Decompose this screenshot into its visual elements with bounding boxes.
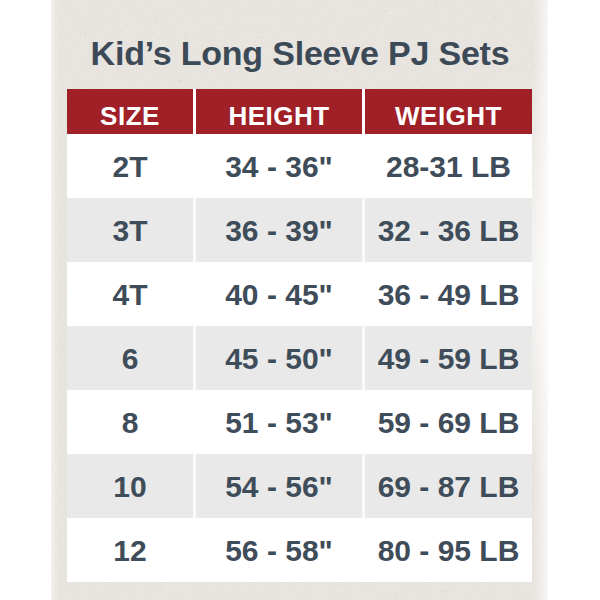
table-row: 2T 34 - 36" 28-31 LB	[67, 134, 532, 198]
size-cell: 6	[67, 326, 196, 390]
weight-cell: 49 - 59 LB	[365, 326, 532, 390]
table-row: 8 51 - 53" 59 - 69 LB	[67, 390, 532, 454]
table-row: 12 56 - 58" 80 - 95 LB	[67, 518, 532, 582]
size-cell: 12	[67, 518, 196, 582]
column-header-weight: WEIGHT	[365, 89, 532, 134]
weight-cell: 80 - 95 LB	[365, 518, 532, 582]
size-cell: 4T	[67, 262, 196, 326]
height-cell: 34 - 36"	[196, 134, 365, 198]
weight-cell: 32 - 36 LB	[365, 198, 532, 262]
height-cell: 40 - 45"	[196, 262, 365, 326]
column-header-size: SIZE	[67, 89, 196, 134]
size-cell: 3T	[67, 198, 196, 262]
weight-cell: 59 - 69 LB	[365, 390, 532, 454]
page-title: Kid’s Long Sleeve PJ Sets	[0, 36, 600, 70]
table-row: 6 45 - 50" 49 - 59 LB	[67, 326, 532, 390]
table-header-row: SIZE HEIGHT WEIGHT	[67, 89, 532, 134]
table-row: 3T 36 - 39" 32 - 36 LB	[67, 198, 532, 262]
table-row: 4T 40 - 45" 36 - 49 LB	[67, 262, 532, 326]
height-cell: 56 - 58"	[196, 518, 365, 582]
column-header-height: HEIGHT	[196, 89, 365, 134]
table-row: 10 54 - 56" 69 - 87 LB	[67, 454, 532, 518]
size-chart-table: SIZE HEIGHT WEIGHT 2T 34 - 36" 28-31 LB …	[67, 89, 532, 582]
height-cell: 45 - 50"	[196, 326, 365, 390]
size-cell: 10	[67, 454, 196, 518]
weight-cell: 69 - 87 LB	[365, 454, 532, 518]
height-cell: 51 - 53"	[196, 390, 365, 454]
height-cell: 36 - 39"	[196, 198, 365, 262]
size-cell: 2T	[67, 134, 196, 198]
weight-cell: 28-31 LB	[365, 134, 532, 198]
weight-cell: 36 - 49 LB	[365, 262, 532, 326]
size-cell: 8	[67, 390, 196, 454]
height-cell: 54 - 56"	[196, 454, 365, 518]
